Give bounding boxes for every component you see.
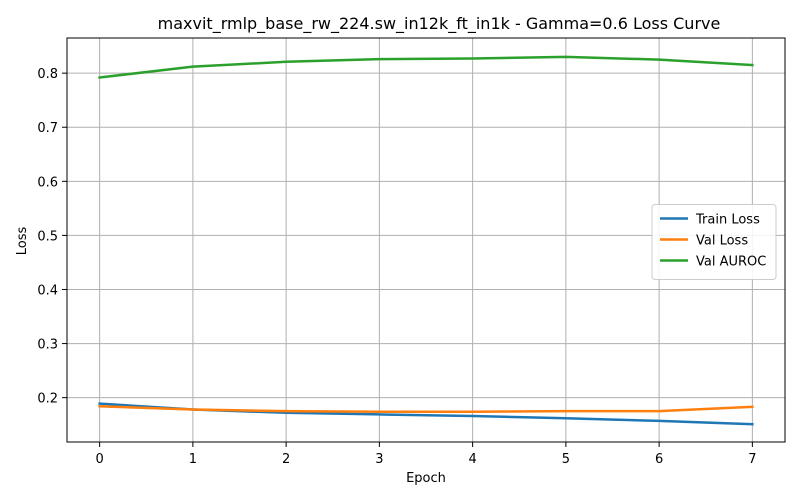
x-tick-label: 1 — [189, 452, 197, 467]
x-tick-label: 7 — [748, 452, 756, 467]
x-axis-label: Epoch — [406, 471, 446, 486]
y-tick-label: 0.2 — [37, 392, 58, 407]
grid — [67, 38, 785, 442]
x-tick-label: 2 — [282, 452, 290, 467]
series-line-val-loss — [98, 405, 754, 413]
y-axis-label: Loss — [15, 227, 30, 256]
legend-label: Val AUROC — [696, 255, 766, 270]
x-tick-label: 6 — [655, 452, 663, 467]
axes-frame — [66, 37, 786, 443]
x-tick-label: 4 — [468, 452, 476, 467]
y-tick-label: 0.8 — [37, 67, 58, 82]
x-tick-label: 0 — [95, 452, 103, 467]
chart-title: maxvit_rmlp_base_rw_224.sw_in12k_ft_in1k… — [158, 14, 721, 34]
y-tick-label: 0.3 — [37, 338, 58, 353]
y-tick-label: 0.5 — [37, 229, 58, 244]
x-tick-label: 5 — [562, 452, 570, 467]
y-tick-label: 0.7 — [37, 121, 58, 136]
series-line-val-auroc — [98, 55, 754, 79]
y-tick-label: 0.4 — [37, 283, 58, 298]
x-axis-ticks: 0 1 2 3 4 5 6 7 — [95, 442, 757, 467]
y-tick-label: 0.6 — [37, 175, 58, 190]
series-lines — [98, 55, 754, 426]
y-axis-ticks: 0.2 0.3 0.4 0.5 0.6 0.7 0.8 — [37, 67, 67, 407]
legend: Train Loss Val Loss Val AUROC — [651, 204, 777, 280]
legend-label: Val Loss — [696, 234, 748, 249]
x-tick-label: 3 — [375, 452, 383, 467]
legend-label: Train Loss — [695, 213, 760, 228]
